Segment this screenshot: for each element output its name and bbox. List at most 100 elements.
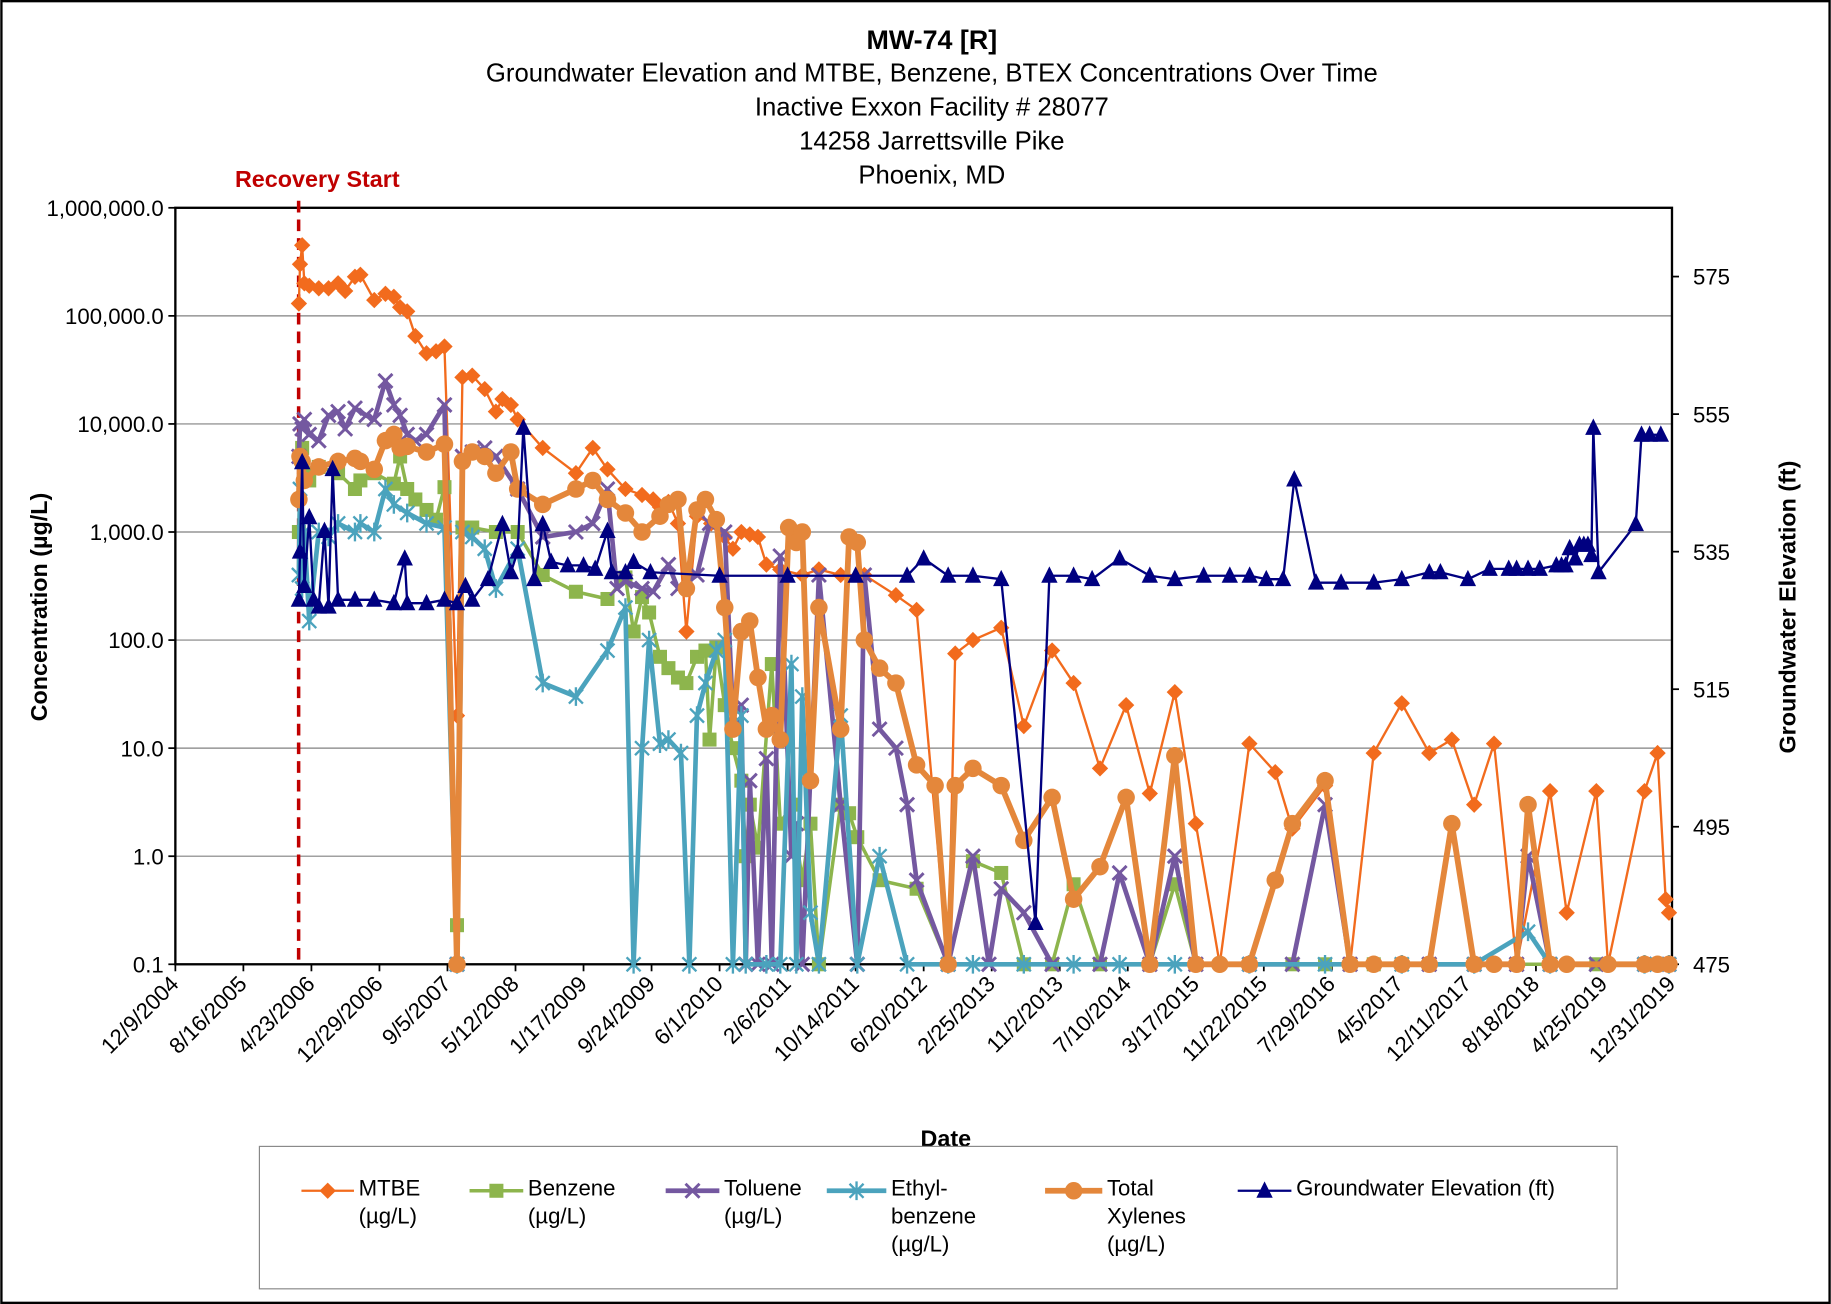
marker [1195, 566, 1212, 583]
marker [689, 706, 705, 725]
legend-item: Toluene (µg/L) [724, 1177, 802, 1230]
legend-label: MTBE (µg/L) [358, 1176, 421, 1230]
marker [567, 480, 585, 498]
marker [810, 561, 828, 578]
marker [599, 521, 616, 539]
marker [567, 465, 585, 482]
marker [660, 730, 677, 749]
marker [1420, 955, 1439, 974]
marker [749, 668, 767, 687]
marker [1393, 955, 1411, 974]
marker [1365, 573, 1382, 590]
marker [1307, 573, 1325, 590]
marker [1485, 735, 1503, 752]
y-axis-title: Concentration (µg/L) [26, 493, 52, 722]
marker [772, 954, 789, 974]
marker [908, 872, 925, 889]
marker [509, 542, 526, 559]
marker [1241, 566, 1258, 583]
marker [489, 1183, 504, 1198]
marker [385, 593, 403, 611]
marker [559, 556, 576, 573]
marker [964, 759, 982, 778]
marker [1091, 857, 1109, 876]
marker [1083, 569, 1101, 587]
marker [366, 590, 383, 607]
marker [669, 490, 687, 509]
marker [915, 549, 932, 566]
marker [599, 461, 616, 478]
marker [724, 540, 742, 557]
marker [508, 480, 527, 498]
marker [1166, 848, 1183, 865]
marker [1117, 696, 1135, 714]
marker [1111, 954, 1128, 974]
marker [1117, 788, 1135, 807]
marker [377, 372, 394, 389]
marker [848, 533, 867, 552]
marker [855, 631, 874, 649]
marker [678, 623, 695, 640]
marker [898, 566, 916, 583]
marker [679, 676, 694, 691]
legend-label: Benzene (µg/L) [527, 1176, 616, 1230]
marker [1649, 744, 1666, 762]
marker [1187, 955, 1205, 974]
marker [1015, 904, 1032, 921]
marker [535, 568, 550, 583]
marker [542, 552, 560, 569]
marker [301, 426, 318, 443]
marker [1508, 559, 1525, 576]
chart-subtitle: Groundwater Elevation and MTBE, Benzene,… [486, 60, 1378, 88]
marker [652, 734, 668, 754]
marker [793, 523, 812, 541]
marker [698, 643, 713, 658]
marker [399, 303, 416, 320]
marker [1590, 562, 1607, 580]
marker [418, 426, 435, 443]
annotation: Recovery Start [235, 166, 400, 192]
marker [1627, 514, 1644, 532]
marker [993, 880, 1010, 897]
marker [626, 624, 641, 639]
marker [1558, 904, 1575, 921]
marker [1485, 955, 1503, 974]
marker [887, 674, 905, 692]
marker [1283, 814, 1302, 833]
marker [641, 630, 657, 650]
marker [330, 403, 347, 420]
marker [870, 659, 889, 677]
chart-title: MW-74 [R] [866, 25, 997, 55]
marker [737, 954, 754, 974]
y-tick-label: 10.0 [121, 736, 164, 761]
marker [1274, 569, 1292, 587]
marker [964, 848, 981, 865]
marker [567, 523, 584, 541]
y-tick-label: 10,000.0 [77, 412, 163, 437]
marker [779, 518, 798, 537]
marker [587, 559, 604, 576]
marker [1015, 954, 1032, 974]
marker [1332, 573, 1350, 590]
grid [175, 207, 1672, 965]
marker [642, 562, 659, 580]
marker [702, 732, 717, 747]
marker [711, 566, 728, 583]
marker [1341, 955, 1359, 974]
marker [398, 437, 416, 456]
marker [887, 740, 904, 757]
marker [1221, 566, 1238, 583]
y2-tick-label: 475 [1693, 952, 1730, 977]
marker [448, 593, 466, 611]
marker [847, 566, 864, 583]
marker [316, 521, 333, 539]
legend-label: Groundwater Elevation (ft) [1296, 1176, 1555, 1202]
marker [1635, 955, 1654, 974]
marker [436, 338, 453, 355]
marker [396, 549, 413, 566]
marker [811, 954, 827, 974]
marker [1015, 717, 1032, 735]
y-tick-label: 0.1 [133, 952, 164, 977]
chart-subtitle: 14258 Jarrettsville Pike [799, 127, 1064, 155]
